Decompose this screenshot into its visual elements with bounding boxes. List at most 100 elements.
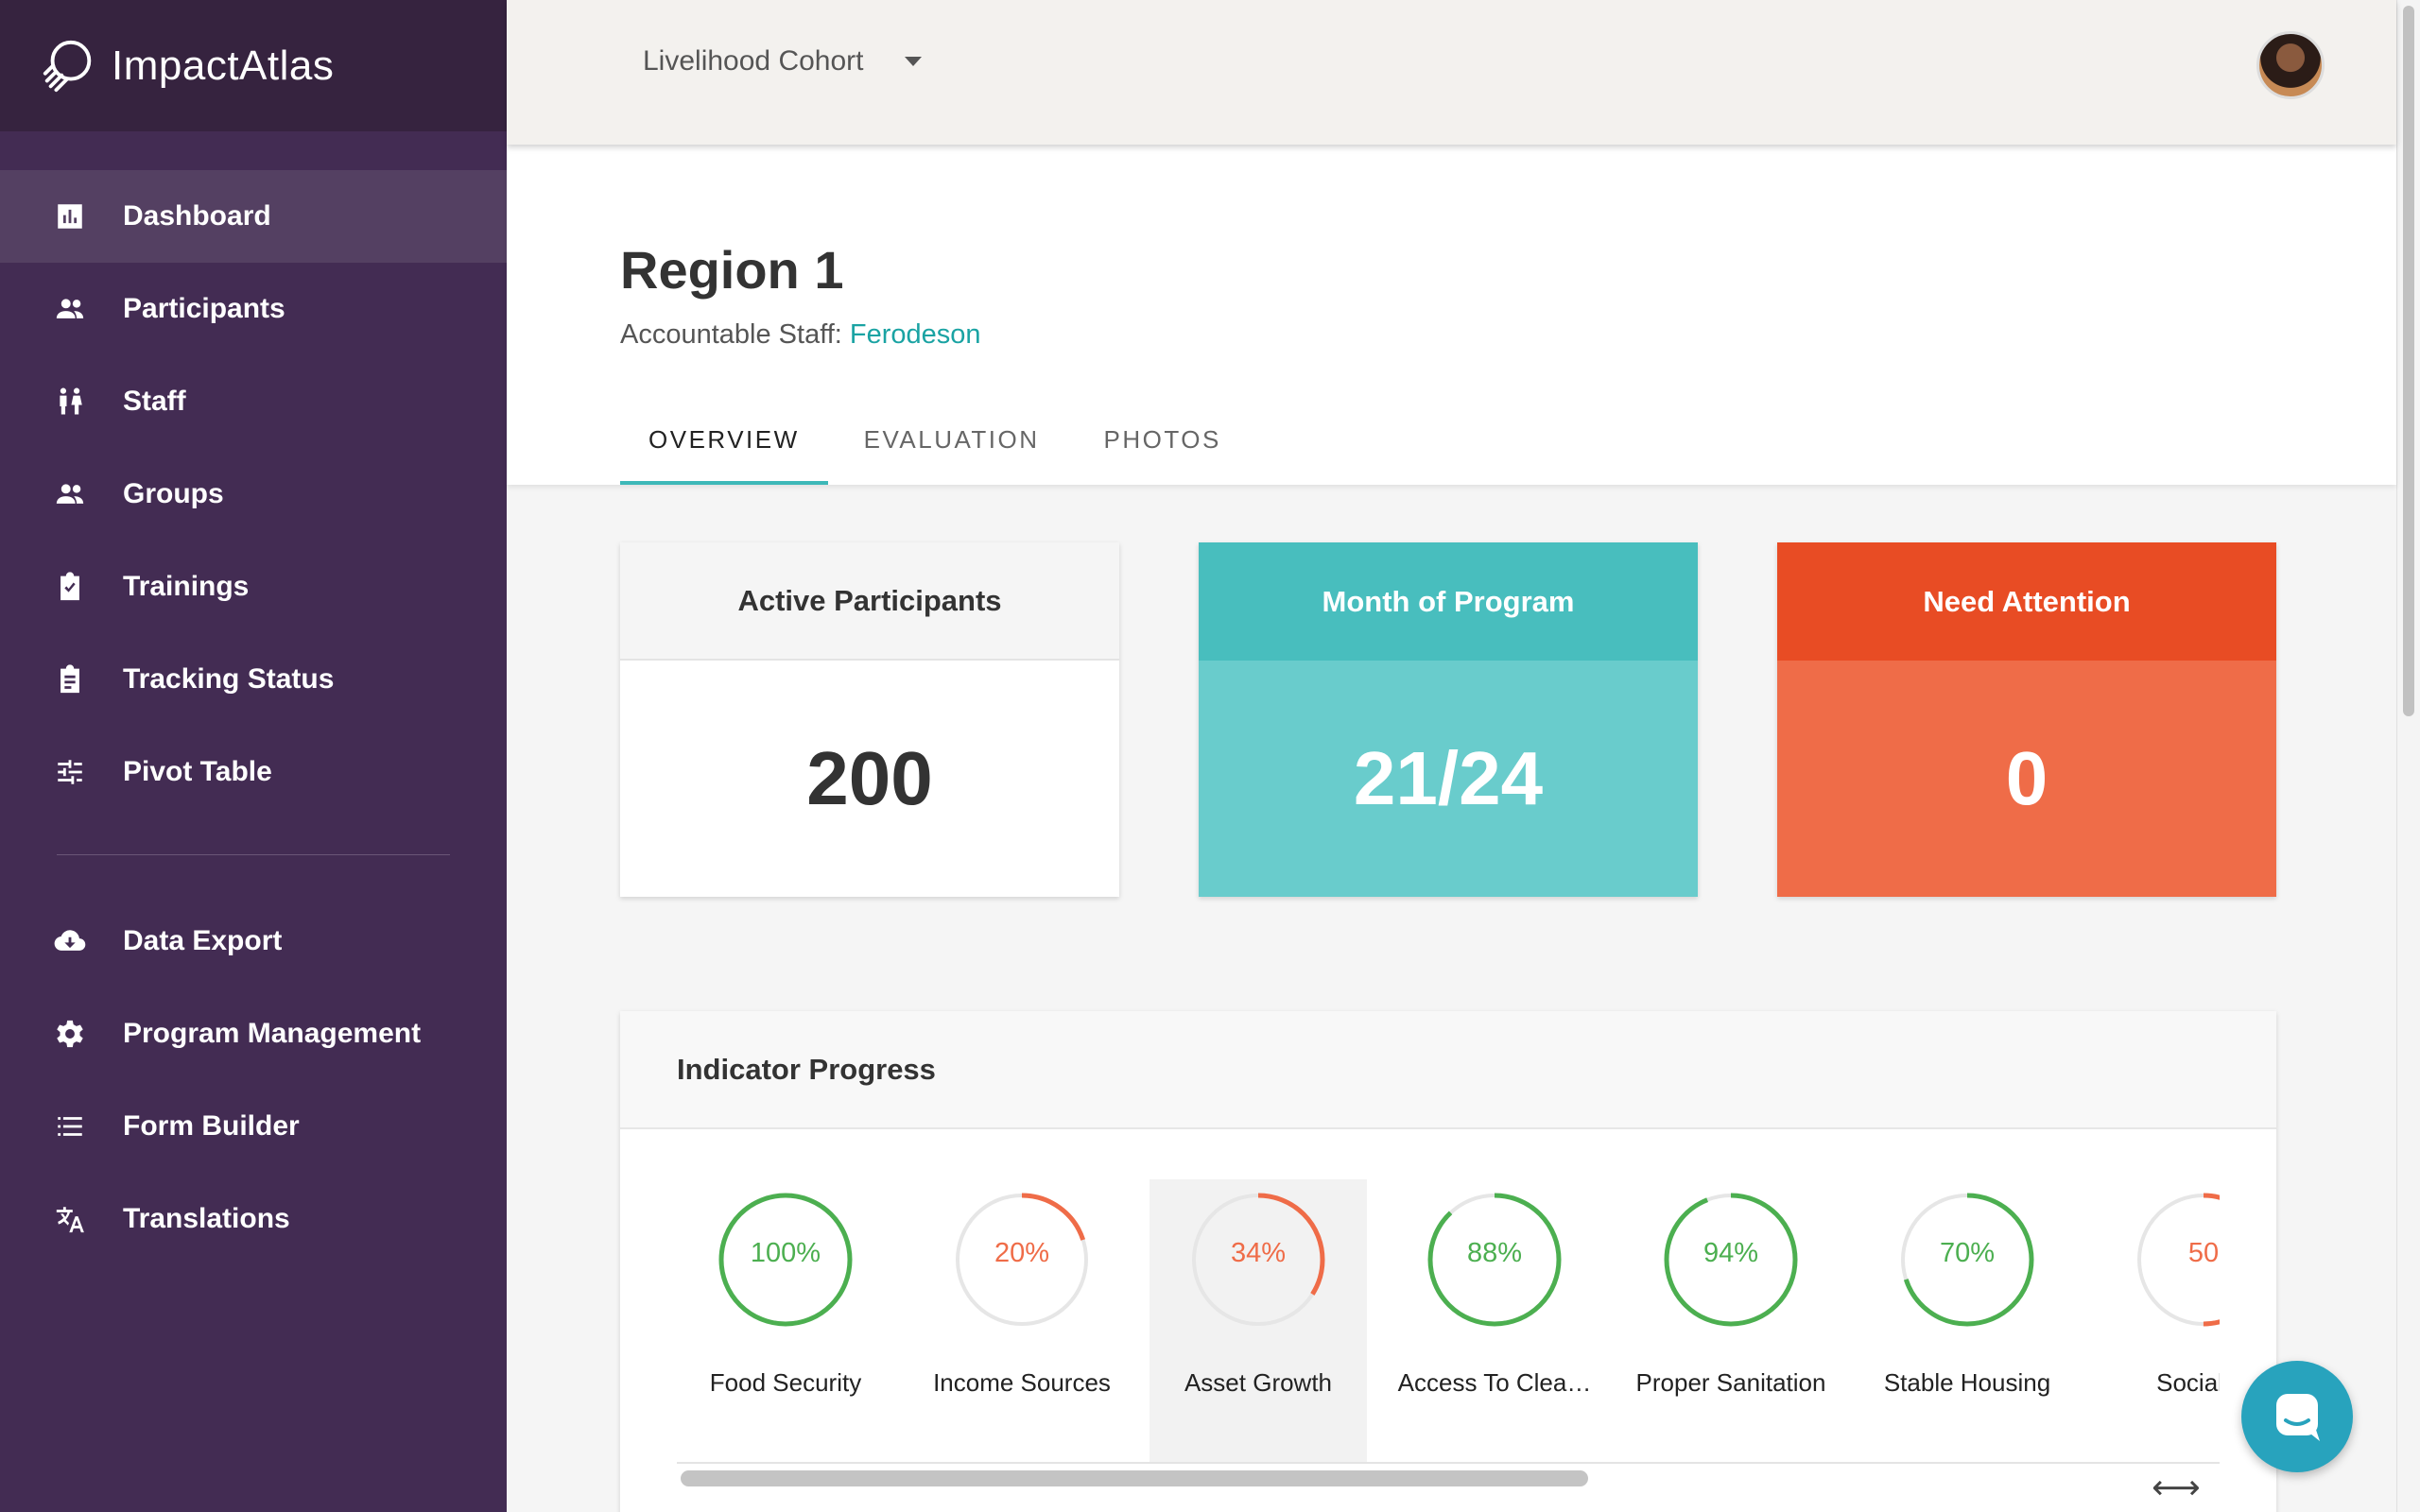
top-bar: Livelihood Cohort bbox=[507, 0, 2396, 145]
page-scrollbar-thumb[interactable] bbox=[2403, 6, 2414, 716]
atlas-globe-icon bbox=[43, 40, 92, 92]
indicator-scrollbar-thumb[interactable] bbox=[681, 1470, 1588, 1486]
indicator-percent: 50 bbox=[2187, 1238, 2220, 1268]
tab-photos[interactable]: PHOTOS bbox=[1103, 425, 1221, 454]
page-title: Region 1 bbox=[620, 240, 844, 300]
staff-link[interactable]: Ferodeson bbox=[849, 319, 981, 350]
sidebar-item-program-management[interactable]: Program Management bbox=[0, 988, 507, 1080]
cloud-download-icon bbox=[53, 924, 87, 958]
indicator-label: Stable Housing bbox=[1883, 1368, 2051, 1397]
bar-chart-icon bbox=[53, 199, 87, 233]
indicator-progress-panel: Indicator Progress 100% Food Security 20% I… bbox=[620, 1011, 2276, 1512]
sidebar-item-pivot-table[interactable]: Pivot Table bbox=[0, 726, 507, 818]
translate-icon bbox=[53, 1202, 87, 1236]
indicator-percent: 100% bbox=[750, 1238, 821, 1268]
card-title: Month of Program bbox=[1199, 542, 1698, 661]
indicator-percent: 88% bbox=[1466, 1238, 1523, 1268]
sidebar-item-form-builder[interactable]: Form Builder bbox=[0, 1080, 507, 1173]
tab-evaluation[interactable]: EVALUATION bbox=[863, 425, 1040, 454]
sidebar-item-data-export[interactable]: Data Export bbox=[0, 895, 507, 988]
card-value: 21/24 bbox=[1199, 661, 1698, 897]
progress-ring bbox=[2136, 1193, 2220, 1327]
card-value: 0 bbox=[1777, 661, 2276, 897]
staff-icon bbox=[53, 385, 87, 419]
progress-ring-fill bbox=[1191, 1193, 1325, 1327]
sidebar-item-dashboard[interactable]: Dashboard bbox=[0, 170, 507, 263]
progress-ring bbox=[1664, 1193, 1798, 1327]
cohort-label: Livelihood Cohort bbox=[643, 45, 864, 77]
card-title: Need Attention bbox=[1777, 542, 2276, 661]
chat-button[interactable] bbox=[2241, 1361, 2353, 1472]
indicator-item[interactable]: 94% Proper Sanitation bbox=[1622, 1179, 1840, 1463]
sidebar-item-tracking-status[interactable]: Tracking Status bbox=[0, 633, 507, 726]
card-value: 200 bbox=[620, 661, 1119, 897]
caret-down-icon bbox=[905, 57, 923, 66]
brand-name: ImpactAtlas bbox=[112, 42, 335, 89]
indicator-carousel: 100% Food Security 20% Income Sources 34% Ass… bbox=[677, 1179, 2220, 1463]
card-month-of-program[interactable]: Month of Program 21/24 bbox=[1199, 542, 1698, 897]
tab-overview[interactable]: OVERVIEW bbox=[620, 409, 828, 485]
cohort-selector[interactable]: Livelihood Cohort bbox=[643, 45, 923, 77]
sliders-icon bbox=[53, 755, 87, 789]
card-need-attention[interactable]: Need Attention 0 bbox=[1777, 542, 2276, 897]
indicator-percent: 94% bbox=[1703, 1238, 1759, 1268]
indicator-label: Social In bbox=[2156, 1368, 2220, 1397]
gear-icon bbox=[53, 1017, 87, 1051]
indicator-item[interactable]: 20% Income Sources bbox=[913, 1179, 1131, 1463]
sidebar-item-label: Trainings bbox=[123, 571, 250, 602]
sidebar-item-translations[interactable]: Translations bbox=[0, 1173, 507, 1265]
indicator-label: Access To Clea… bbox=[1397, 1368, 1592, 1397]
groups-icon bbox=[53, 477, 87, 511]
progress-ring-fill bbox=[1900, 1193, 2034, 1327]
indicator-label: Asset Growth bbox=[1184, 1368, 1333, 1397]
sidebar-item-trainings[interactable]: Trainings bbox=[0, 541, 507, 633]
sidebar-item-label: Form Builder bbox=[123, 1110, 300, 1142]
sidebar-item-label: Program Management bbox=[123, 1018, 422, 1049]
list-icon bbox=[53, 1109, 87, 1143]
sidebar-divider bbox=[57, 854, 450, 855]
progress-ring bbox=[955, 1193, 1089, 1327]
progress-ring-fill bbox=[2136, 1193, 2220, 1327]
indicator-label: Proper Sanitation bbox=[1635, 1368, 1826, 1397]
progress-ring bbox=[718, 1193, 853, 1327]
region-header: Region 1 Accountable Staff: Ferodeson OV… bbox=[507, 145, 2396, 485]
clipboard-check-icon bbox=[53, 570, 87, 604]
progress-ring-fill bbox=[718, 1193, 853, 1327]
indicator-percent: 70% bbox=[1939, 1238, 1996, 1268]
sidebar-item-label: Staff bbox=[123, 386, 186, 417]
indicator-item[interactable]: 88% Access To Clea… bbox=[1386, 1179, 1603, 1463]
page-scrollbar bbox=[2396, 0, 2420, 1512]
accountable-staff: Accountable Staff: Ferodeson bbox=[620, 319, 981, 351]
sidebar-item-label: Pivot Table bbox=[123, 756, 272, 787]
people-icon bbox=[53, 292, 87, 326]
indicator-item[interactable]: 70% Stable Housing bbox=[1858, 1179, 2076, 1463]
indicator-title: Indicator Progress bbox=[620, 1011, 2276, 1129]
indicator-item[interactable]: 100% Food Security bbox=[677, 1179, 894, 1463]
progress-ring-fill bbox=[1664, 1193, 1798, 1327]
sidebar-item-label: Dashboard bbox=[123, 200, 271, 232]
indicator-item[interactable]: 50 Social In bbox=[2095, 1179, 2220, 1463]
card-active-participants[interactable]: Active Participants 200 bbox=[620, 542, 1119, 897]
card-title: Active Participants bbox=[620, 542, 1119, 661]
indicator-label: Income Sources bbox=[933, 1368, 1111, 1397]
scroll-arrows-icon[interactable]: ⟷ bbox=[2152, 1468, 2201, 1506]
user-avatar[interactable] bbox=[2256, 31, 2325, 99]
sidebar-item-label: Translations bbox=[123, 1203, 290, 1234]
progress-ring bbox=[1191, 1193, 1325, 1327]
sidebar: ImpactAtlas Dashboard Participants Staff… bbox=[0, 0, 507, 1512]
sidebar-item-label: Participants bbox=[123, 293, 285, 324]
sidebar-item-participants[interactable]: Participants bbox=[0, 263, 507, 355]
sidebar-item-groups[interactable]: Groups bbox=[0, 448, 507, 541]
sidebar-item-label: Tracking Status bbox=[123, 663, 335, 695]
chat-bubble-icon bbox=[2276, 1394, 2320, 1441]
sidebar-item-staff[interactable]: Staff bbox=[0, 355, 507, 448]
progress-ring bbox=[1427, 1193, 1562, 1327]
progress-ring-fill bbox=[1427, 1193, 1562, 1327]
indicator-label: Food Security bbox=[709, 1368, 862, 1397]
indicator-track: 100% Food Security 20% Income Sources 34% Ass… bbox=[677, 1179, 2220, 1463]
brand[interactable]: ImpactAtlas bbox=[0, 0, 507, 131]
sidebar-item-label: Groups bbox=[123, 478, 224, 509]
indicator-item[interactable]: 34% Asset Growth bbox=[1150, 1179, 1367, 1463]
clipboard-list-icon bbox=[53, 662, 87, 696]
indicator-scroll-track bbox=[677, 1462, 2220, 1464]
